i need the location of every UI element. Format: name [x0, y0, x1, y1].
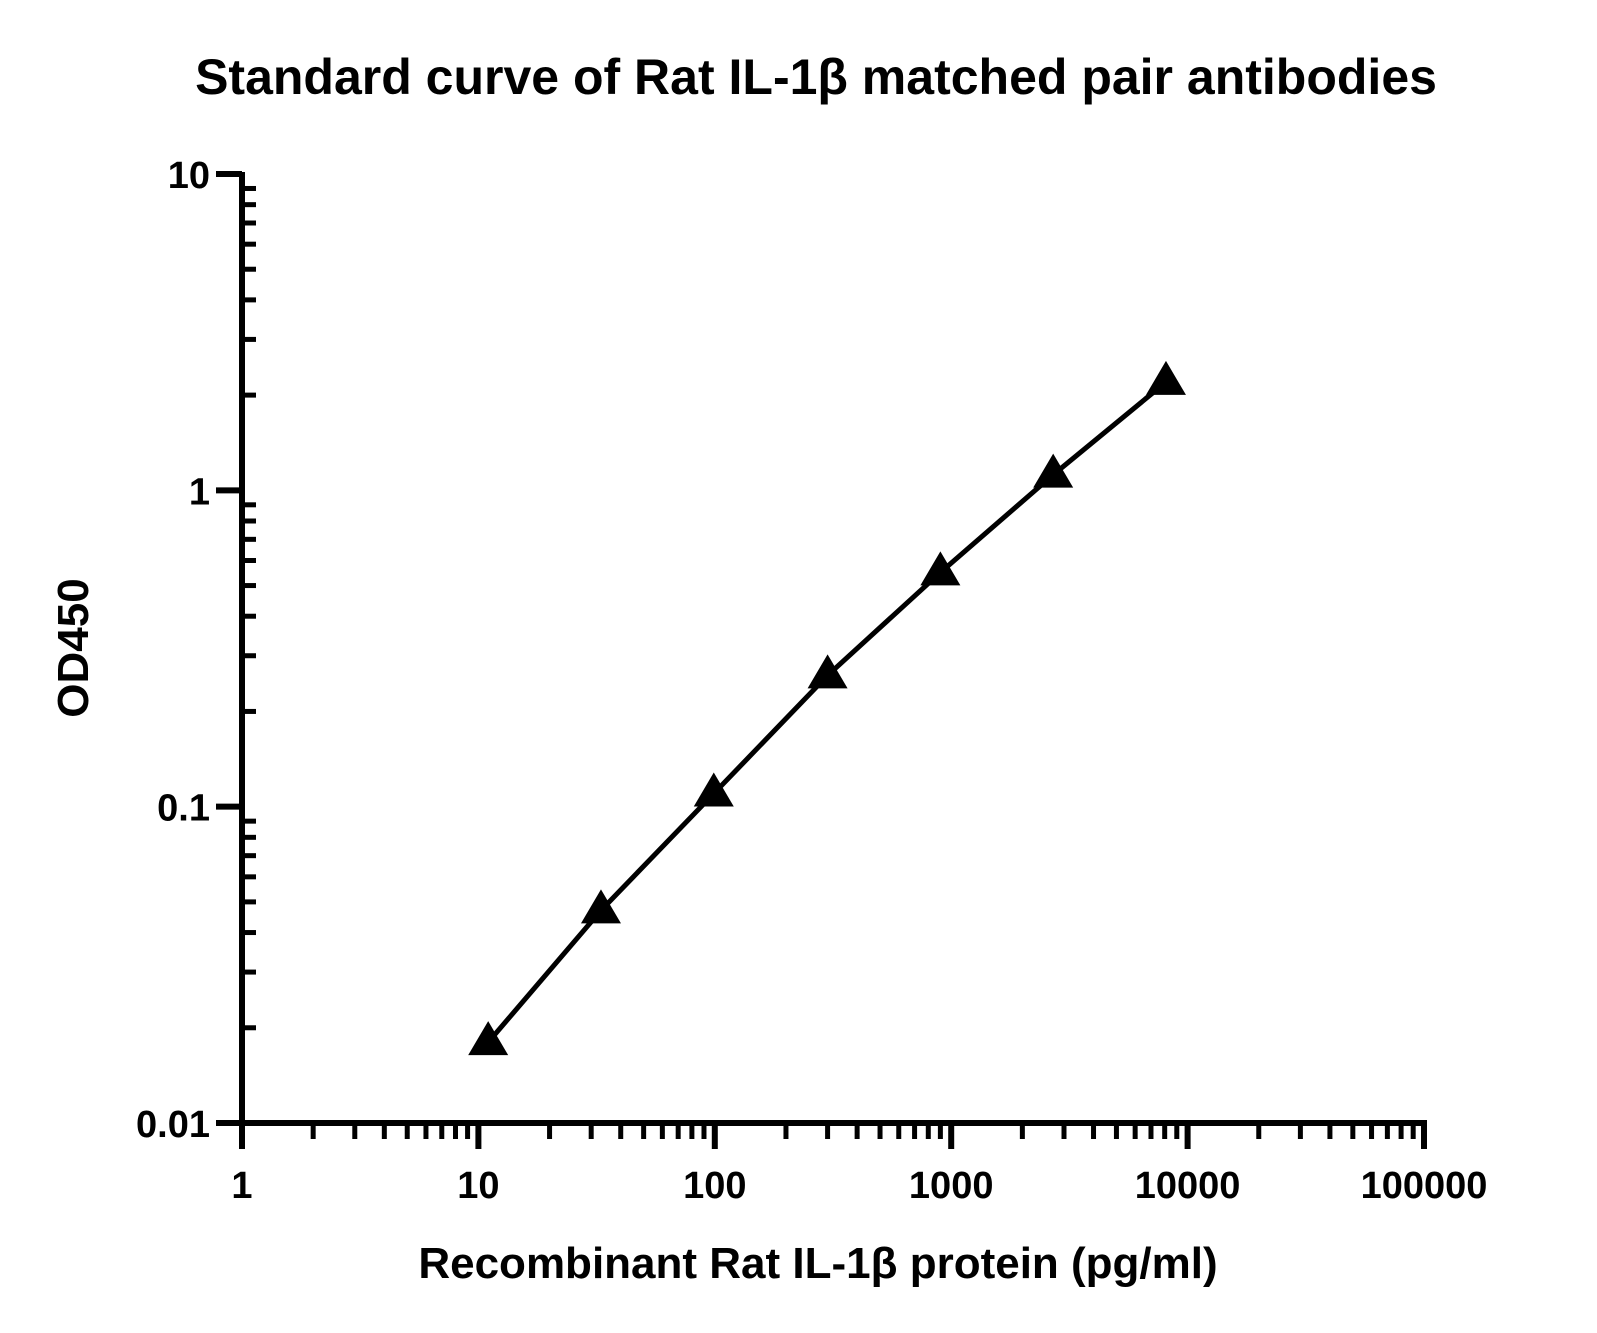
y-axis-label: OD450: [49, 578, 98, 717]
y-tick-label: 1: [189, 471, 210, 513]
data-point-triangle: [807, 654, 848, 689]
y-tick-label: 10: [168, 155, 210, 197]
x-tick-label: 100: [683, 1165, 746, 1207]
x-tick-label: 10000: [1135, 1165, 1241, 1207]
y-tick-label: 0.01: [136, 1104, 210, 1146]
data-point-triangle: [1033, 453, 1074, 488]
y-tick-label: 0.1: [157, 788, 210, 830]
chart-title: Standard curve of Rat IL-1β matched pair…: [195, 49, 1437, 105]
x-axis-label: Recombinant Rat IL-1β protein (pg/ml): [418, 1239, 1217, 1288]
data-point-triangle: [693, 772, 734, 807]
x-tick-label: 10: [457, 1165, 499, 1207]
data-point-triangle: [1145, 360, 1186, 395]
x-tick-label: 100000: [1361, 1165, 1488, 1207]
x-tick-label: 1: [231, 1165, 252, 1207]
data-point-triangle: [920, 551, 961, 586]
data-point-triangle: [468, 1021, 509, 1056]
plot-area: 1 10 100 1000 10000 100000 0.01 0.1 1 10: [136, 155, 1487, 1207]
data-point-triangle: [580, 889, 621, 924]
x-tick-label: 1000: [909, 1165, 994, 1207]
